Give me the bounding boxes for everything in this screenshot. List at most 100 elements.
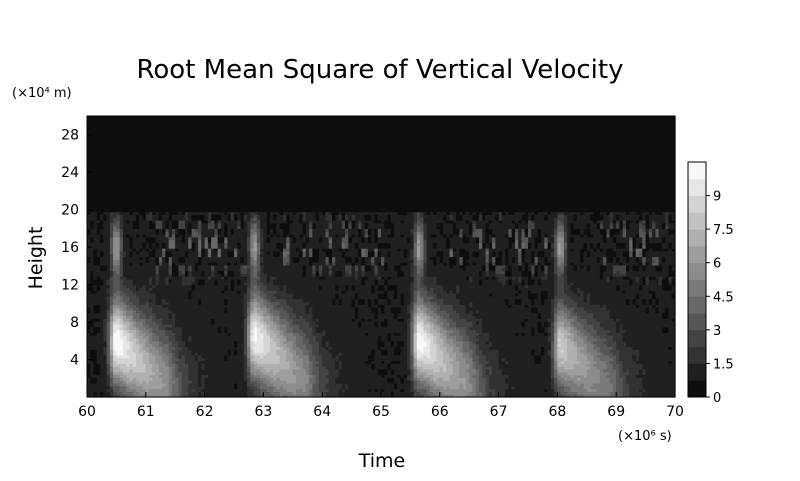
heatmap-cell [106,278,111,283]
heatmap-cell [142,388,147,392]
heatmap-cell [126,318,131,322]
heatmap-cell [103,183,108,187]
heatmap-cell [149,256,153,260]
heatmap-cell [87,360,91,364]
heatmap-cell [145,374,150,378]
heatmap-cell [100,312,104,317]
heatmap-cell [93,349,98,353]
heatmap-cell [136,231,140,235]
heatmap-cell [142,368,147,373]
heatmap-cell [106,267,111,272]
heatmap-cell [136,368,140,373]
heatmap-cell [103,363,108,367]
heatmap-cell [119,205,124,210]
heatmap-cell [116,245,121,249]
heatmap-cell [139,366,144,370]
heatmap-cell [119,239,124,244]
heatmap-cell [122,242,127,246]
heatmap-cell [106,307,111,311]
heatmap-cell [119,130,124,134]
heatmap-cell [119,309,124,314]
heatmap-cell [100,318,104,322]
heatmap-cell [96,326,101,331]
heatmap-cell [113,357,117,362]
heatmap-cell [129,326,134,331]
heatmap-cell [142,380,147,384]
heatmap-cell [142,293,147,297]
heatmap-cell [90,118,95,123]
heatmap-cell [90,250,95,255]
heatmap-cell [122,183,127,187]
heatmap-cell [87,273,91,277]
heatmap-cell [103,166,108,170]
heatmap-cell [106,239,111,244]
heatmap-cell [106,177,111,182]
heatmap-cell [106,155,111,159]
heatmap-cell [132,239,137,244]
heatmap-cell [96,242,101,246]
heatmap-cell [136,377,140,381]
heatmap-cell [87,191,91,196]
heatmap-cell [90,155,95,159]
heatmap-cell [149,315,153,319]
heatmap-cell [116,124,121,128]
heatmap-cell [129,366,134,370]
heatmap-cell [100,346,104,350]
heatmap-cell [90,236,95,241]
heatmap-cell [119,194,124,199]
heatmap-cell [145,323,150,328]
heatmap-cell [136,127,140,131]
heatmap-cell [103,225,108,229]
heatmap-cell [122,127,127,131]
heatmap-cell [100,309,104,314]
heatmap-cell [136,197,140,201]
heatmap-cell [106,166,111,170]
heatmap-cell [126,228,131,232]
heatmap-cell [142,180,147,185]
heatmap-cell [126,295,131,300]
heatmap-cell [132,366,137,370]
heatmap-cell [96,340,101,345]
heatmap-cell [142,357,147,362]
heatmap-cell [119,368,124,373]
heatmap-cell [116,116,121,120]
heatmap-cell [90,270,95,274]
heatmap-cell [109,211,114,215]
heatmap-cell [103,175,108,179]
heatmap-cell [145,169,150,173]
heatmap-cell [113,166,117,170]
heatmap-cell [87,262,91,266]
heatmap-cell [126,326,131,331]
heatmap-cell [142,228,147,232]
heatmap-cell [109,278,114,283]
heatmap-cell [109,380,114,384]
heatmap-cell [119,172,124,176]
heatmap-cell [109,394,114,398]
heatmap-cell [100,340,104,345]
heatmap-cell [126,363,131,367]
heatmap-cell [103,276,108,280]
heatmap-cell [96,166,101,170]
heatmap-cell [106,315,111,319]
heatmap-cell [113,332,117,336]
heatmap-cell [122,217,127,221]
heatmap-cell [139,290,144,294]
heatmap-cell [87,152,91,156]
heatmap-cell [145,354,150,359]
heatmap-cell [106,326,111,331]
heatmap-cell [142,253,147,258]
heatmap-cell [90,380,95,384]
heatmap-cell [116,225,121,229]
heatmap-cell [119,138,124,142]
heatmap-cell [116,160,121,165]
heatmap-cell [145,360,150,364]
heatmap-cell [96,253,101,258]
heatmap-cell [96,197,101,201]
heatmap-cell [129,259,134,263]
heatmap-cell [139,160,144,165]
heatmap-cell [122,315,127,319]
heatmap-cell [113,194,117,199]
heatmap-cell [139,169,144,173]
heatmap-cell [103,222,108,227]
heatmap-cell [129,228,134,232]
